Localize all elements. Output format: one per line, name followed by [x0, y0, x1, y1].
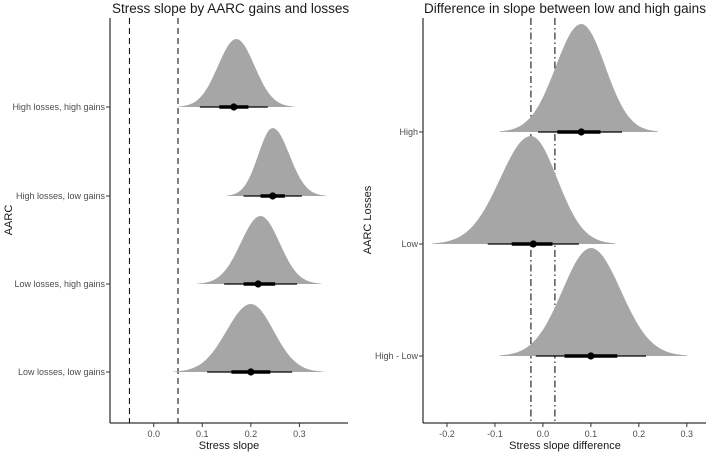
- y-tick-label: Low losses, low gains: [18, 367, 106, 377]
- x-tick-label: 0.0: [147, 429, 160, 439]
- chart-title: Difference in slope between low and high…: [424, 1, 706, 16]
- y-ticks: High Low High - Low: [375, 127, 423, 361]
- density-3: [499, 248, 687, 356]
- x-tick-label: -0.1: [487, 429, 503, 439]
- density-1: [499, 24, 658, 132]
- median-point-2: [269, 192, 277, 200]
- x-ticks: -0.2 -0.1 0.0 0.1 0.2 0.3: [439, 423, 693, 439]
- y-tick-label: High - Low: [375, 351, 419, 361]
- y-tick-label: High: [399, 127, 418, 137]
- y-tick-label: High losses, low gains: [16, 191, 106, 201]
- y-ticks: High losses, high gains High losses, low …: [12, 102, 110, 377]
- chart-title: Stress slope by AARC gains and losses: [112, 1, 349, 16]
- median-point-4: [247, 368, 255, 376]
- y-tick-label: Low: [401, 239, 418, 249]
- median-point-1: [230, 103, 238, 111]
- x-ticks: 0.0 0.1 0.2 0.3: [147, 423, 306, 439]
- x-tick-label: 0.1: [585, 429, 598, 439]
- x-axis-label: Stress slope difference: [509, 440, 621, 452]
- y-tick-label: Low losses, high gains: [14, 279, 105, 289]
- density-layer: [432, 24, 687, 356]
- y-tick-label: High losses, high gains: [12, 102, 105, 112]
- density-3: [197, 216, 322, 284]
- x-tick-label: 0.0: [537, 429, 550, 439]
- left-panel: Stress slope by AARC gains and losses Hi…: [3, 1, 349, 452]
- density-layer: [173, 39, 327, 372]
- x-tick-label: -0.2: [439, 429, 455, 439]
- x-tick-label: 0.3: [681, 429, 694, 439]
- median-point-1: [577, 128, 585, 136]
- interval-layer: [487, 128, 647, 360]
- right-panel: Difference in slope between low and high…: [362, 1, 706, 452]
- reference-lines: [128, 18, 179, 423]
- median-point-3: [254, 280, 262, 288]
- density-1: [178, 39, 295, 107]
- x-tick-label: 0.2: [245, 429, 258, 439]
- x-axis-label: Stress slope: [199, 440, 260, 452]
- y-axis-label: AARC: [3, 205, 15, 236]
- density-2: [432, 136, 615, 244]
- median-point-2: [529, 240, 537, 248]
- x-tick-label: 0.2: [633, 429, 646, 439]
- density-4: [173, 304, 324, 372]
- median-point-3: [587, 352, 595, 360]
- interval-layer: [199, 103, 302, 376]
- y-axis-label: AARC Losses: [362, 185, 374, 254]
- x-tick-label: 0.3: [293, 429, 306, 439]
- x-tick-label: 0.1: [196, 429, 209, 439]
- density-2: [226, 128, 327, 196]
